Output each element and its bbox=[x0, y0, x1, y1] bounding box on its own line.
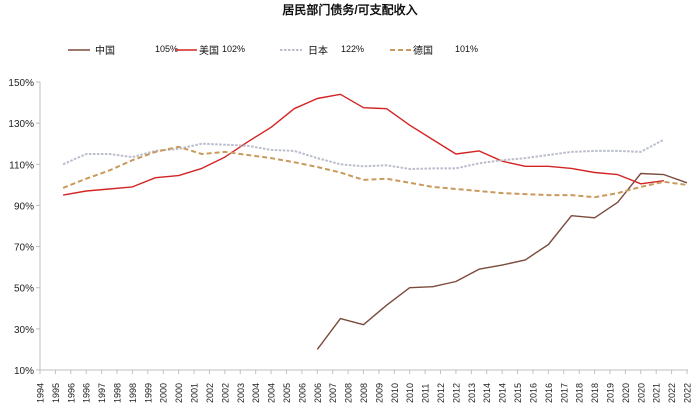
x-tick-label: 1996 bbox=[82, 383, 92, 403]
y-tick-label: 70% bbox=[14, 243, 34, 254]
x-tick-label: 2000 bbox=[159, 383, 169, 403]
x-tick-label: 2008 bbox=[344, 383, 354, 403]
x-tick-label: 2005 bbox=[282, 383, 292, 403]
x-tick-label: 2018 bbox=[575, 383, 585, 403]
x-tick-label: 2002 bbox=[220, 383, 230, 403]
x-tick-label: 2020 bbox=[636, 383, 646, 403]
x-tick-label: 2016 bbox=[544, 383, 554, 403]
x-tick-label: 2019 bbox=[605, 383, 615, 403]
x-tick-label: 1998 bbox=[128, 383, 138, 403]
series-line-2 bbox=[63, 140, 664, 169]
x-tick-label: 2012 bbox=[451, 383, 461, 403]
x-tick-label: 2010 bbox=[390, 383, 400, 403]
x-tick-label: 2006 bbox=[313, 383, 323, 403]
x-tick-label: 2001 bbox=[190, 383, 200, 403]
x-tick-label: 2016 bbox=[528, 383, 538, 403]
x-tick-label: 1996 bbox=[66, 383, 76, 403]
x-tick-label: 2018 bbox=[590, 383, 600, 403]
x-tick-label: 2020 bbox=[621, 383, 631, 403]
y-tick-label: 110% bbox=[9, 160, 34, 171]
y-tick-label: 50% bbox=[14, 284, 34, 295]
legend-value: 102% bbox=[222, 44, 245, 54]
x-tick-label: 2006 bbox=[297, 383, 307, 403]
chart-title: 居民部门债务/可支配收入 bbox=[282, 2, 417, 17]
legend-value: 101% bbox=[455, 44, 478, 54]
x-tick-label: 2000 bbox=[174, 383, 184, 403]
y-tick-label: 10% bbox=[14, 366, 34, 377]
x-tick-label: 2022 bbox=[683, 383, 693, 403]
y-ticks: 10% 30% 50% 70% 90% 110% 130% 150% bbox=[8, 78, 40, 377]
x-ticks: 1994 1995 1996 1996 1997 1998 1998 1999 2000 2000… bbox=[36, 370, 693, 403]
x-tick-label: 2015 bbox=[513, 383, 523, 403]
y-tick-label: 150% bbox=[8, 78, 34, 89]
x-tick-label: 2007 bbox=[328, 383, 338, 403]
x-tick-label: 2022 bbox=[667, 383, 677, 403]
legend-label: 德国 bbox=[413, 44, 433, 57]
x-tick-label: 2009 bbox=[374, 383, 384, 403]
series-line-0 bbox=[317, 174, 687, 350]
y-tick-label: 90% bbox=[14, 201, 34, 212]
x-tick-label: 2014 bbox=[482, 383, 492, 403]
x-tick-label: 1998 bbox=[113, 383, 123, 403]
x-tick-label: 2021 bbox=[652, 383, 662, 403]
x-tick-label: 2008 bbox=[359, 383, 369, 403]
x-tick-label: 1999 bbox=[143, 383, 153, 403]
x-tick-label: 2004 bbox=[251, 383, 261, 403]
legend-label: 日本 bbox=[308, 44, 328, 57]
x-tick-label: 2011 bbox=[421, 384, 431, 403]
legend-value: 122% bbox=[341, 44, 364, 54]
y-tick-label: 130% bbox=[8, 119, 34, 130]
x-tick-label: 2013 bbox=[467, 383, 477, 403]
x-tick-label: 2012 bbox=[436, 383, 446, 403]
x-tick-label: 2003 bbox=[236, 383, 246, 403]
x-tick-label: 2014 bbox=[498, 383, 508, 403]
x-tick-label: 1997 bbox=[97, 383, 107, 403]
x-tick-label: 1994 bbox=[36, 383, 46, 403]
series-lines bbox=[63, 94, 687, 349]
y-tick-label: 30% bbox=[14, 325, 34, 336]
x-tick-label: 2017 bbox=[559, 383, 569, 403]
x-tick-label: 2002 bbox=[205, 383, 215, 403]
legend-label: 美国 bbox=[199, 44, 219, 57]
x-tick-label: 2010 bbox=[405, 383, 415, 403]
legend-value: 105% bbox=[155, 44, 178, 54]
legend-label: 中国 bbox=[95, 44, 115, 57]
x-tick-label: 1995 bbox=[51, 383, 61, 403]
x-tick-label: 2004 bbox=[267, 383, 277, 403]
